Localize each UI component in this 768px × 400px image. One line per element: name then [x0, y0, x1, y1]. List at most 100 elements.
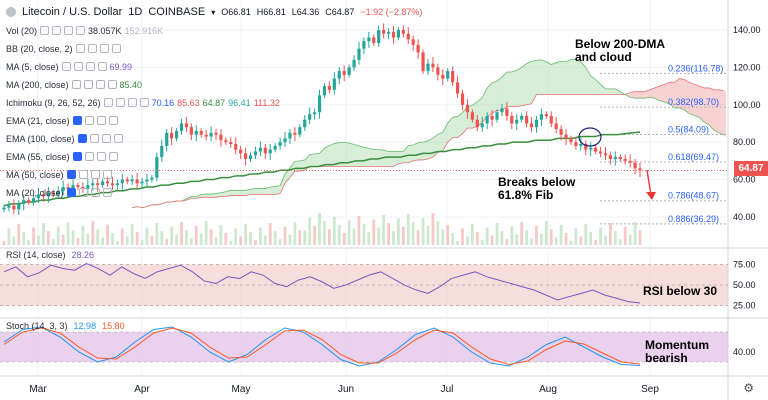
candle-body: [569, 138, 573, 143]
indicator-toggle-icon[interactable]: [102, 188, 112, 197]
indicator-toggle-icon[interactable]: [103, 98, 113, 107]
candle-body: [179, 123, 184, 131]
volume-bar: [194, 225, 198, 245]
indicator-value: 69.99: [109, 61, 133, 72]
indicator-toggle-icon[interactable]: [95, 80, 105, 89]
indicator-toggle-icon[interactable]: [111, 44, 121, 53]
indicator-toggle-icon[interactable]: [107, 80, 117, 89]
indicator-toggle-icon[interactable]: [87, 44, 97, 53]
candle-body: [41, 194, 46, 197]
volume-bar: [76, 238, 80, 245]
ichimoku-cloud-segment: [516, 67, 522, 107]
down-arrow-icon: [646, 192, 656, 200]
indicator-toggle-icon[interactable]: [127, 98, 137, 107]
indicator-toggle-icon[interactable]: [90, 188, 100, 197]
candle-body: [446, 71, 450, 79]
stoch-name[interactable]: Stoch (14, 3, 3): [6, 321, 68, 331]
indicator-toggle-icon[interactable]: [102, 170, 112, 179]
indicator-toggle-icon[interactable]: [64, 26, 74, 35]
volume-bar: [239, 236, 243, 245]
indicator-toggle-icon[interactable]: [108, 116, 118, 125]
volume-bar: [382, 215, 386, 245]
indicator-row[interactable]: EMA (100, close): [6, 132, 123, 145]
indicator-toggle-icon[interactable]: [73, 62, 83, 71]
indicator-toggle-icon[interactable]: [101, 134, 111, 143]
candle-body: [248, 155, 253, 159]
indicator-toggle-icon[interactable]: [66, 170, 76, 179]
indicator-row[interactable]: BB (20, close, 2): [6, 42, 121, 55]
indicator-toggle-icon[interactable]: [78, 170, 88, 179]
indicator-row[interactable]: MA (200, close) 85.40: [6, 78, 142, 91]
volume-bar: [337, 224, 341, 245]
indicator-toggle-icon[interactable]: [76, 26, 86, 35]
indicator-toggle-icon[interactable]: [84, 116, 94, 125]
volume-bar: [288, 234, 292, 245]
settings-gear-icon[interactable]: ⚙: [743, 381, 754, 395]
volume-bar: [515, 234, 519, 245]
volume-bar: [209, 229, 213, 245]
candle-body: [382, 29, 386, 34]
volume-bar: [510, 226, 514, 245]
indicator-toggle-icon[interactable]: [115, 98, 125, 107]
indicator-row[interactable]: EMA (55, close): [6, 150, 118, 163]
candle-body: [145, 179, 149, 182]
indicator-toggle-icon[interactable]: [85, 62, 95, 71]
indicator-toggle-icon[interactable]: [75, 44, 85, 53]
indicator-toggle-icon[interactable]: [84, 152, 94, 161]
ichimoku-cloud-segment: [201, 194, 207, 198]
ichimoku-cloud-segment: [285, 167, 290, 184]
ichimoku-cloud-segment: [294, 160, 300, 172]
indicator-toggle-icon[interactable]: [72, 116, 82, 125]
candle-body: [56, 190, 60, 195]
indicator-row[interactable]: MA (50, close): [6, 168, 112, 181]
indicator-toggle-icon[interactable]: [83, 80, 93, 89]
ichimoku-cloud-segment: [428, 137, 433, 159]
volume-bar: [37, 235, 40, 245]
candle-body: [416, 44, 420, 53]
candle-body: [529, 123, 534, 128]
candle-body: [638, 168, 642, 171]
indicator-toggle-icon[interactable]: [90, 170, 100, 179]
indicator-toggle-icon[interactable]: [77, 134, 87, 143]
indicator-toggle-icon[interactable]: [72, 152, 82, 161]
indicator-toggle-icon[interactable]: [139, 98, 149, 107]
indicator-toggle-icon[interactable]: [96, 152, 106, 161]
rsi-name[interactable]: RSI (14, close): [6, 250, 66, 260]
candle-body: [584, 144, 588, 150]
indicator-toggle-icon[interactable]: [89, 134, 99, 143]
ichimoku-cloud-segment: [546, 61, 552, 95]
indicator-toggle-icon[interactable]: [97, 62, 107, 71]
dropdown-icon[interactable]: ▾: [211, 7, 216, 17]
ichimoku-cloud-segment: [600, 84, 606, 95]
exchange-label[interactable]: COINBASE: [148, 6, 206, 18]
ichimoku-cloud-segment: [659, 84, 665, 102]
candle-body: [337, 71, 341, 79]
indicator-row[interactable]: Vol (20) 38.057K 152.916K: [6, 24, 163, 37]
indicator-toggle-icon[interactable]: [66, 188, 76, 197]
volume-bar: [263, 235, 267, 245]
candle-body: [475, 119, 479, 128]
indicator-row[interactable]: MA (20, close): [6, 186, 112, 199]
indicator-toggle-icon[interactable]: [78, 188, 88, 197]
volume-bar: [298, 230, 302, 245]
indicator-toggle-icon[interactable]: [61, 62, 71, 71]
interval-label[interactable]: 1D: [128, 6, 143, 18]
indicator-toggle-icon[interactable]: [40, 26, 50, 35]
symbol-name[interactable]: Litecoin / U.S. Dollar: [22, 6, 123, 18]
indicator-row[interactable]: Ichimoku (9, 26, 52, 26) 70.16 85.63 64.87 9…: [6, 96, 280, 109]
ichimoku-cloud-segment: [561, 61, 567, 95]
indicator-row[interactable]: MA (5, close) 69.99: [6, 60, 132, 73]
indicator-toggle-icon[interactable]: [99, 44, 109, 53]
indicator-toggle-icon[interactable]: [96, 116, 106, 125]
ichimoku-cloud-segment: [225, 190, 231, 197]
ichimoku-cloud-segment: [329, 143, 335, 167]
volume-bar: [535, 225, 538, 245]
fib-level-label: 0.5(84.09): [668, 125, 709, 135]
indicator-toggle-icon[interactable]: [71, 80, 81, 89]
indicator-toggle-icon[interactable]: [108, 152, 118, 161]
fib-level-label: 0.382(98.70): [668, 97, 719, 107]
indicator-row[interactable]: EMA (21, close): [6, 114, 118, 127]
indicator-toggle-icon[interactable]: [52, 26, 62, 35]
volume-bar: [130, 223, 134, 245]
indicator-toggle-icon[interactable]: [113, 134, 123, 143]
